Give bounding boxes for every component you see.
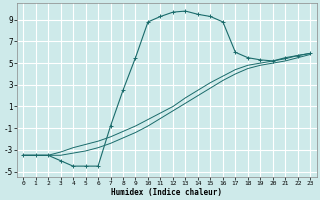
X-axis label: Humidex (Indice chaleur): Humidex (Indice chaleur) bbox=[111, 188, 222, 197]
